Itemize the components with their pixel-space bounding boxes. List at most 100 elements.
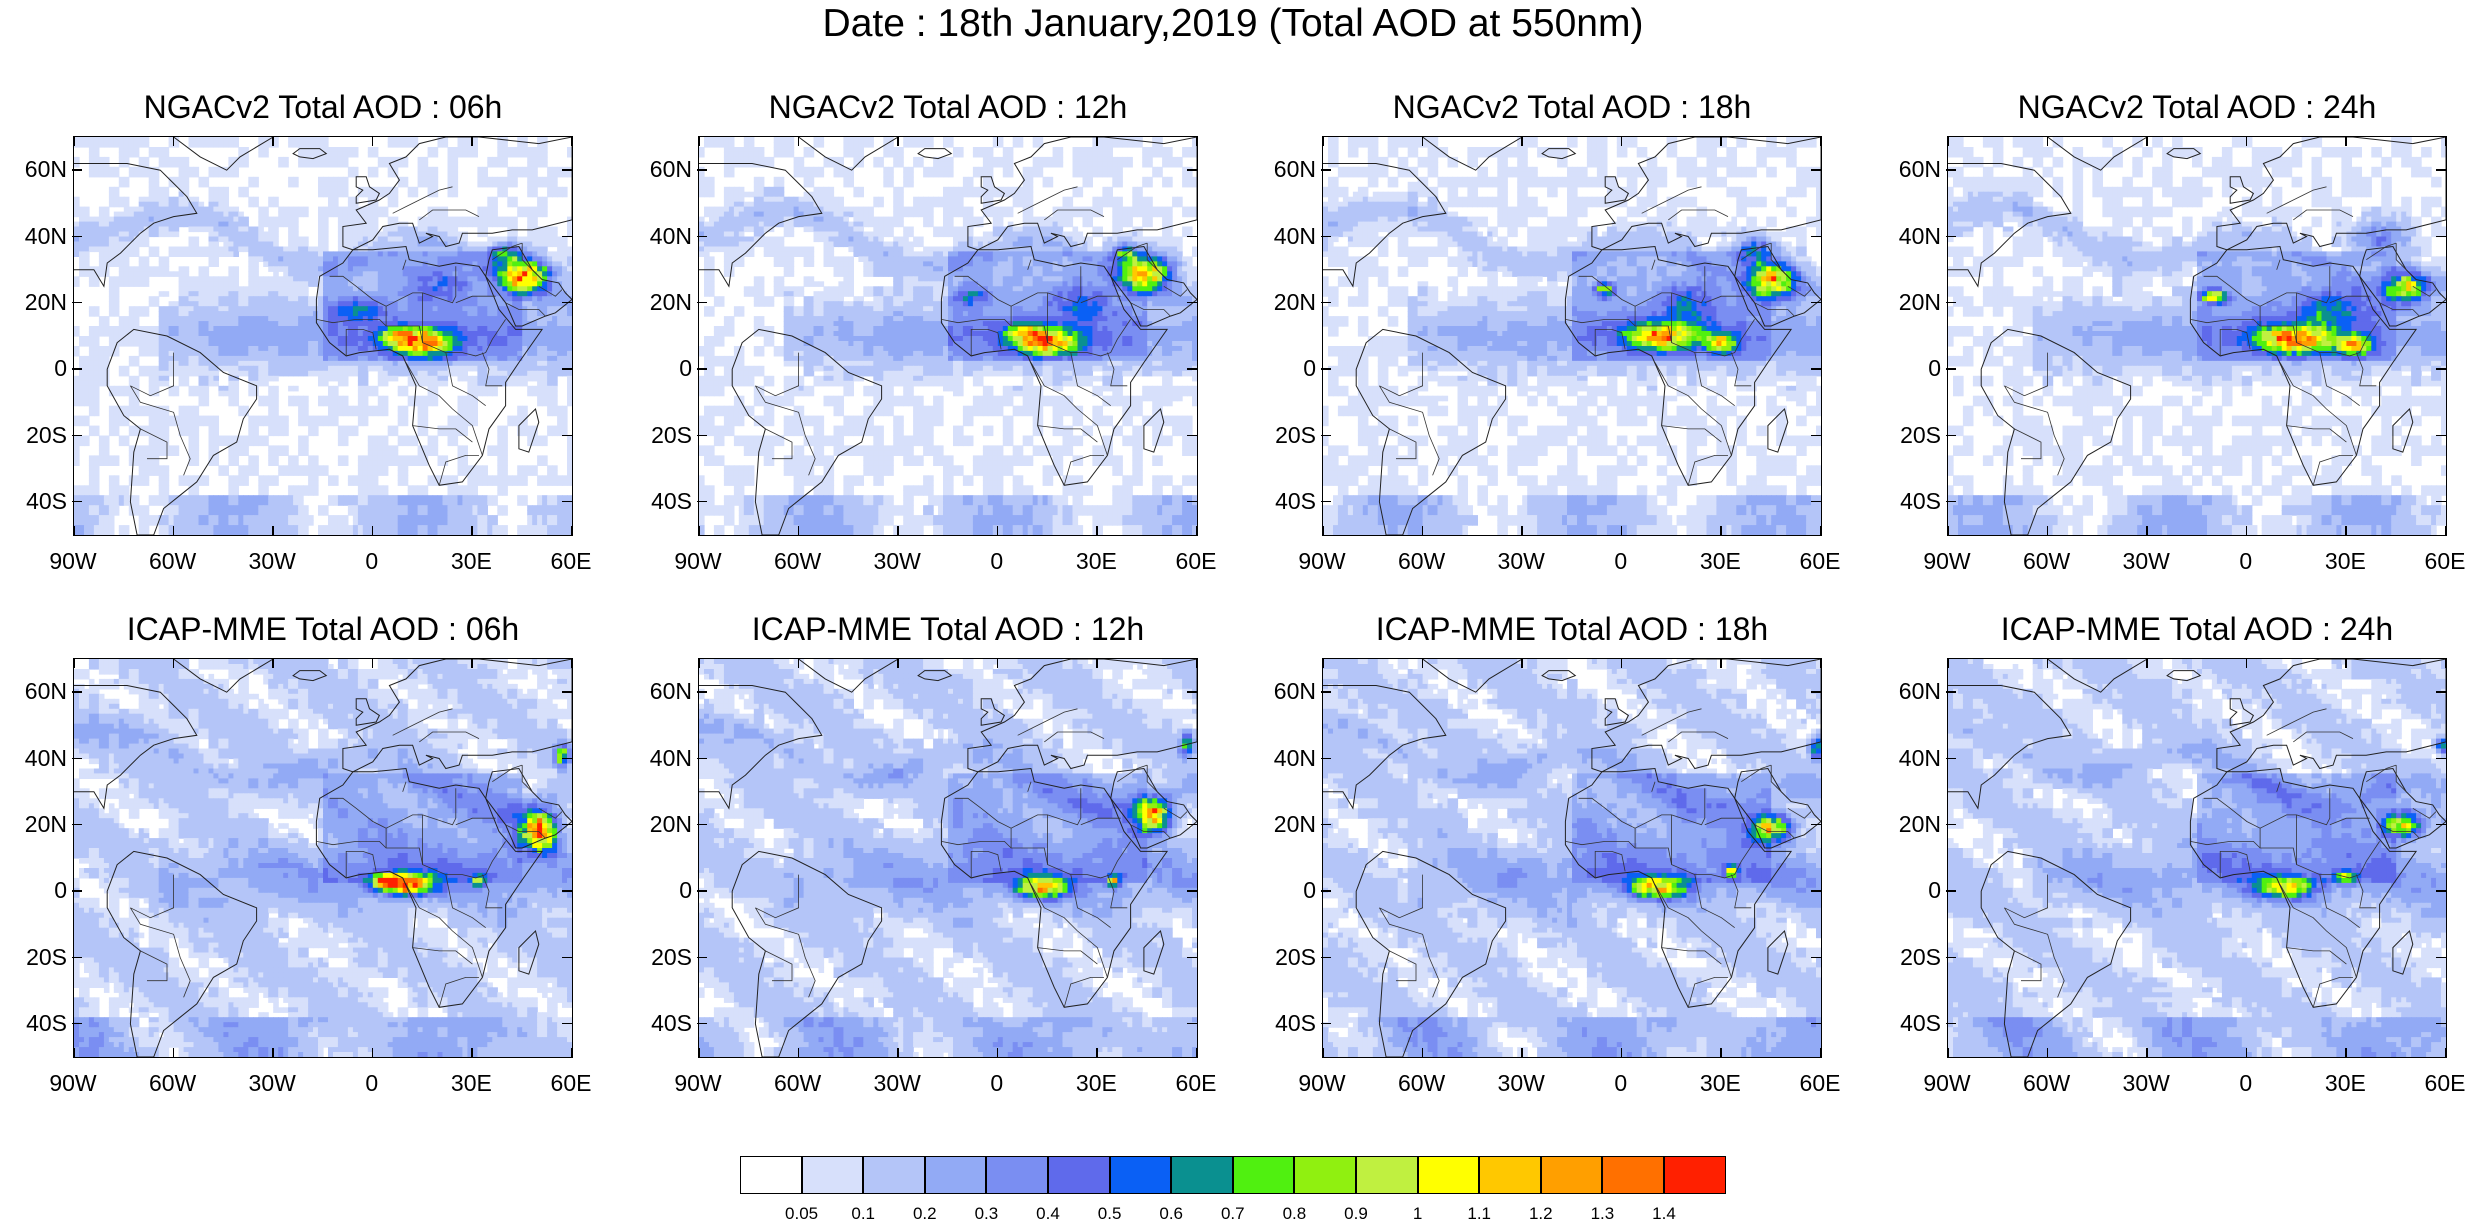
aod-field-cells bbox=[1323, 137, 1821, 535]
lon-tick bbox=[1621, 526, 1623, 536]
lon-tick bbox=[1621, 658, 1623, 668]
panel-title: ICAP-MME Total AOD : 18h bbox=[1322, 610, 1822, 648]
lon-tick bbox=[997, 1048, 999, 1058]
figure-title: Date : 18th January,2019 (Total AOD at 5… bbox=[0, 2, 2466, 46]
lon-tick bbox=[1196, 658, 1198, 668]
lon-tick bbox=[1947, 526, 1949, 536]
lon-tick bbox=[2047, 526, 2049, 536]
lon-tick bbox=[1521, 526, 1523, 536]
colorbar-label: 0.4 bbox=[1023, 1204, 1073, 1224]
lon-tick bbox=[1096, 1048, 1098, 1058]
lat-label: 20S bbox=[7, 422, 67, 448]
lat-tick bbox=[1811, 957, 1821, 959]
lon-tick bbox=[1820, 658, 1822, 668]
lat-tick bbox=[1321, 691, 1331, 693]
lat-tick bbox=[562, 824, 572, 826]
lon-label: 0 bbox=[2211, 548, 2281, 574]
lon-tick bbox=[2146, 658, 2148, 668]
lon-tick bbox=[73, 658, 75, 668]
lat-tick bbox=[1321, 368, 1331, 370]
lat-tick bbox=[1946, 890, 1956, 892]
lon-tick bbox=[1521, 1048, 1523, 1058]
lat-label: 20N bbox=[7, 289, 67, 315]
lat-tick bbox=[1321, 824, 1331, 826]
lat-tick bbox=[697, 957, 707, 959]
aod-map bbox=[698, 658, 1198, 1058]
colorbar-swatch bbox=[1664, 1156, 1726, 1194]
lon-label: 90W bbox=[1287, 1070, 1357, 1096]
lat-tick bbox=[697, 501, 707, 503]
lon-label: 30E bbox=[1685, 548, 1755, 574]
lat-tick bbox=[72, 957, 82, 959]
aod-map bbox=[1322, 136, 1822, 536]
lat-label: 40S bbox=[632, 1010, 692, 1036]
lon-tick bbox=[73, 136, 75, 146]
lat-tick bbox=[1946, 501, 1956, 503]
lon-tick bbox=[272, 1048, 274, 1058]
lon-tick bbox=[372, 526, 374, 536]
lat-tick bbox=[72, 368, 82, 370]
lat-label: 40S bbox=[1881, 488, 1941, 514]
lon-label: 0 bbox=[2211, 1070, 2281, 1096]
lon-tick bbox=[571, 658, 573, 668]
colorbar-label: 1.4 bbox=[1639, 1204, 1689, 1224]
lon-tick bbox=[1720, 136, 1722, 146]
lon-tick bbox=[471, 136, 473, 146]
lat-tick bbox=[1321, 758, 1331, 760]
lat-label: 20S bbox=[632, 422, 692, 448]
lon-label: 30E bbox=[1685, 1070, 1755, 1096]
lon-tick bbox=[997, 658, 999, 668]
lon-label: 90W bbox=[38, 548, 108, 574]
lon-tick bbox=[1322, 1048, 1324, 1058]
lat-tick bbox=[1187, 501, 1197, 503]
colorbar-label: 1.2 bbox=[1516, 1204, 1566, 1224]
lat-label: 0 bbox=[1256, 355, 1316, 381]
lat-tick bbox=[1321, 302, 1331, 304]
lat-tick bbox=[562, 758, 572, 760]
lat-tick bbox=[1811, 691, 1821, 693]
lat-label: 20S bbox=[1256, 422, 1316, 448]
lat-tick bbox=[1946, 957, 1956, 959]
aod-field-cells bbox=[1323, 659, 1821, 1057]
lon-tick bbox=[173, 1048, 175, 1058]
lat-label: 0 bbox=[1881, 355, 1941, 381]
lon-tick bbox=[1196, 526, 1198, 536]
lat-tick bbox=[72, 1023, 82, 1025]
lat-tick bbox=[562, 501, 572, 503]
lat-tick bbox=[1187, 890, 1197, 892]
lat-label: 20S bbox=[1256, 944, 1316, 970]
lat-tick bbox=[562, 302, 572, 304]
lon-label: 30W bbox=[237, 1070, 307, 1096]
colorbar-swatch bbox=[740, 1156, 802, 1194]
lat-label: 20S bbox=[7, 944, 67, 970]
lat-tick bbox=[1811, 501, 1821, 503]
lat-tick bbox=[697, 890, 707, 892]
lon-tick bbox=[698, 1048, 700, 1058]
lat-tick bbox=[1811, 1023, 1821, 1025]
lon-label: 60W bbox=[1387, 548, 1457, 574]
lat-tick bbox=[697, 368, 707, 370]
aod-field-cells bbox=[699, 137, 1197, 535]
lat-tick bbox=[1946, 236, 1956, 238]
aod-field-svg bbox=[699, 659, 1197, 1057]
lat-tick bbox=[2436, 957, 2446, 959]
lat-tick bbox=[1946, 824, 1956, 826]
colorbar-label: 1 bbox=[1393, 1204, 1443, 1224]
lon-tick bbox=[2445, 1048, 2447, 1058]
lon-tick bbox=[1621, 136, 1623, 146]
lon-tick bbox=[272, 136, 274, 146]
lat-tick bbox=[1321, 236, 1331, 238]
colorbar-label: 0.7 bbox=[1208, 1204, 1258, 1224]
lon-label: 30E bbox=[1061, 1070, 1131, 1096]
lon-tick bbox=[372, 658, 374, 668]
lat-label: 40N bbox=[632, 223, 692, 249]
lat-tick bbox=[72, 169, 82, 171]
lat-label: 60N bbox=[632, 678, 692, 704]
lon-tick bbox=[897, 526, 899, 536]
lon-tick bbox=[1322, 136, 1324, 146]
lon-tick bbox=[1720, 1048, 1722, 1058]
lon-tick bbox=[1621, 1048, 1623, 1058]
lat-label: 20N bbox=[632, 289, 692, 315]
lat-tick bbox=[562, 1023, 572, 1025]
